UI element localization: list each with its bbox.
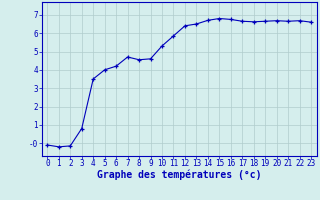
X-axis label: Graphe des températures (°c): Graphe des températures (°c): [97, 170, 261, 180]
